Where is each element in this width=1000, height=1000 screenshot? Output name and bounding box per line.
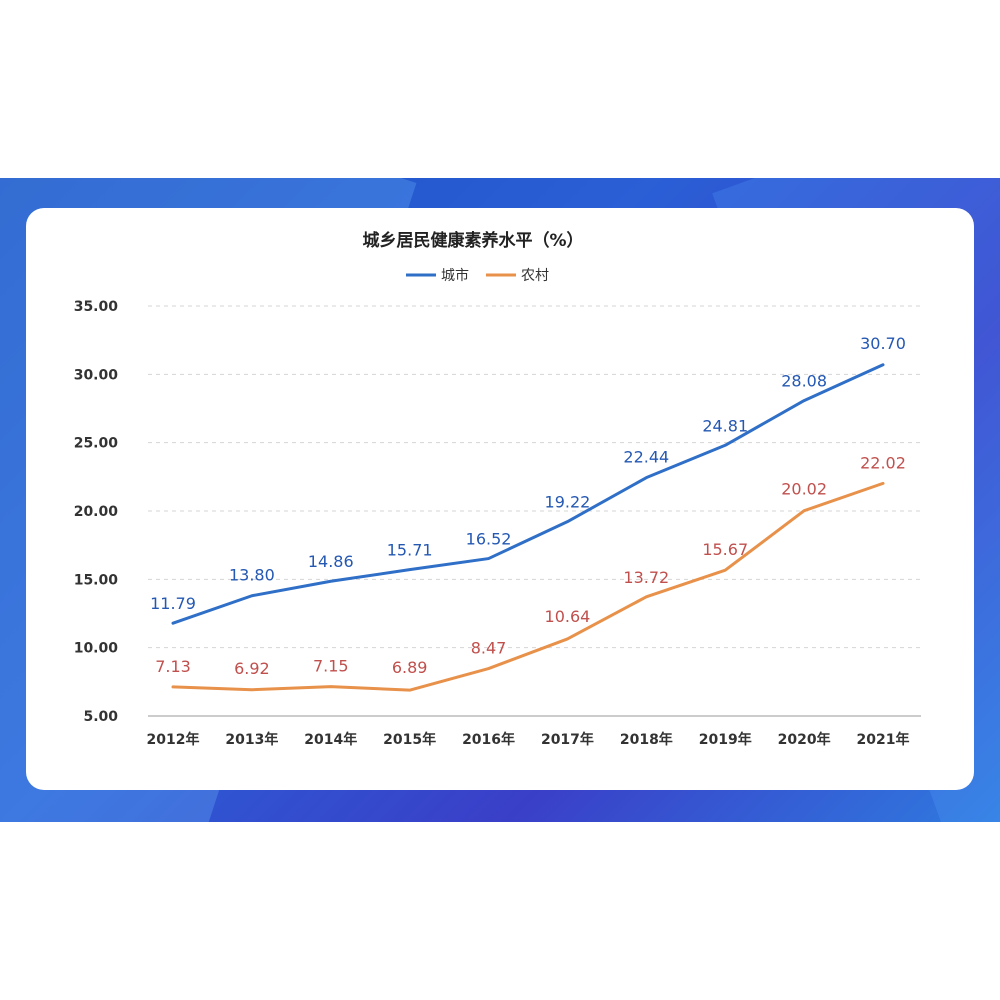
data-label: 22.44	[623, 448, 669, 467]
x-tick-label: 2020年	[778, 731, 831, 748]
series-line-urban	[171, 363, 885, 625]
x-tick-label: 2017年	[541, 731, 594, 748]
data-label: 7.15	[313, 657, 349, 676]
data-label: 11.79	[150, 594, 196, 613]
data-label: 10.64	[545, 607, 591, 626]
legend-label: 农村	[521, 268, 549, 284]
x-tick-label: 2013年	[225, 731, 278, 748]
data-label: 14.86	[308, 552, 354, 571]
data-label: 20.02	[781, 480, 827, 499]
y-axis: 5.00 10.00 15.00 20.00 25.00 30.00 35.00	[74, 299, 119, 725]
data-label: 6.92	[234, 659, 270, 678]
data-label: 7.13	[155, 657, 191, 676]
series-line-rural	[171, 481, 885, 692]
x-tick-label: 2021年	[857, 731, 910, 748]
x-tick-label: 2018年	[620, 731, 673, 748]
data-label: 6.89	[392, 658, 428, 677]
series-group: 11.79 13.80 14.86 15.71 16.52 19.22 22.44 24.81…	[150, 334, 906, 692]
data-label: 22.02	[860, 453, 906, 472]
data-label: 24.81	[702, 416, 748, 435]
data-label: 16.52	[466, 530, 512, 549]
x-tick-label: 2019年	[699, 731, 752, 748]
data-label: 15.71	[387, 541, 433, 560]
data-label: 13.72	[623, 568, 669, 587]
data-label: 8.47	[471, 639, 507, 658]
y-tick-label: 30.00	[74, 367, 119, 383]
data-label: 15.67	[702, 540, 748, 559]
chart-legend: 城市 农村	[406, 267, 549, 284]
x-axis: 2012年 2013年 2014年 2015年 2016年 2017年 2018年 2019年…	[147, 731, 910, 748]
data-label: 28.08	[781, 372, 827, 391]
chart-title: 城乡居民健康素养水平（%）	[362, 230, 583, 251]
y-tick-label: 5.00	[83, 709, 118, 725]
y-tick-label: 10.00	[74, 641, 119, 657]
chart-card: 城乡居民健康素养水平（%） 城市 农村 5.00 10.00 15.00 20.00 25…	[26, 208, 974, 790]
data-label: 13.80	[229, 566, 275, 585]
y-tick-label: 15.00	[74, 572, 119, 588]
line-chart: 城乡居民健康素养水平（%） 城市 农村 5.00 10.00 15.00 20.00 25…	[74, 230, 921, 748]
x-tick-label: 2012年	[147, 731, 200, 748]
y-tick-label: 35.00	[74, 299, 119, 315]
y-tick-label: 20.00	[74, 504, 119, 520]
grid-lines	[148, 305, 921, 717]
y-tick-label: 25.00	[74, 436, 119, 452]
x-tick-label: 2015年	[383, 731, 436, 748]
x-tick-label: 2016年	[462, 731, 515, 748]
data-label: 30.70	[860, 334, 906, 353]
data-label: 19.22	[545, 493, 591, 512]
x-tick-label: 2014年	[304, 731, 357, 748]
legend-label: 城市	[441, 267, 469, 284]
